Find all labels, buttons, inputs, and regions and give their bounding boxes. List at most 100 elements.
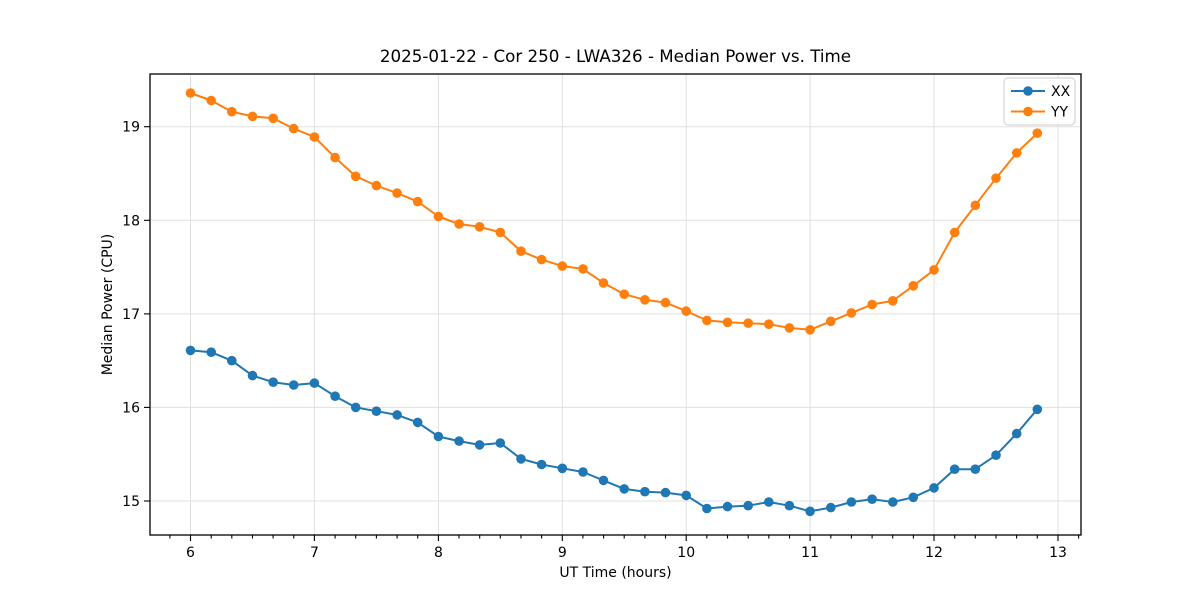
legend-sample-marker bbox=[1023, 106, 1033, 117]
series-XX-marker bbox=[454, 436, 464, 446]
series-XX-marker bbox=[826, 502, 836, 513]
y-tick-label: 17 bbox=[122, 307, 140, 323]
series-YY-marker bbox=[888, 296, 898, 306]
series-YY-marker bbox=[619, 289, 629, 300]
series-YY-marker bbox=[722, 317, 733, 328]
series-YY-marker bbox=[598, 278, 609, 288]
series-XX-marker bbox=[516, 454, 526, 464]
series-XX-marker bbox=[268, 377, 279, 388]
series-XX-marker bbox=[681, 490, 691, 501]
series-XX-marker bbox=[206, 347, 216, 358]
series-XX-marker bbox=[247, 370, 258, 381]
y-tick-label: 19 bbox=[122, 120, 140, 136]
series-YY-marker bbox=[867, 299, 877, 310]
x-tick-label: 8 bbox=[434, 545, 443, 561]
series-YY-marker bbox=[784, 323, 795, 333]
legend-label: XX bbox=[1051, 84, 1071, 100]
series-YY-marker bbox=[309, 132, 320, 142]
series-YY-marker bbox=[433, 211, 444, 222]
series-XX-marker bbox=[888, 497, 898, 507]
series-XX-marker bbox=[908, 492, 919, 503]
series-YY-marker bbox=[764, 319, 774, 330]
series-YY-marker bbox=[660, 297, 671, 308]
x-tick-label: 12 bbox=[925, 545, 943, 561]
series-XX-marker bbox=[805, 506, 815, 517]
series-XX-marker bbox=[640, 486, 650, 497]
series-XX-marker bbox=[846, 497, 857, 507]
series-XX-marker bbox=[557, 463, 568, 474]
series-YY-line bbox=[190, 92, 1038, 331]
plot-border bbox=[149, 73, 1082, 536]
legend-sample-marker bbox=[1023, 86, 1033, 96]
series-YY-marker bbox=[268, 113, 279, 124]
series-XX-marker bbox=[619, 484, 629, 494]
series-YY-marker bbox=[247, 111, 258, 122]
series-YY-marker bbox=[557, 261, 568, 271]
series-YY-marker bbox=[681, 306, 691, 316]
y-axis-label: Median Power (CPU) bbox=[100, 234, 116, 376]
legend-label: YY bbox=[1050, 105, 1069, 121]
series-YY-marker bbox=[702, 315, 712, 326]
series-YY-marker bbox=[454, 219, 464, 229]
series-XX-marker bbox=[867, 494, 877, 505]
legend-box bbox=[1003, 77, 1076, 126]
series-XX-marker bbox=[949, 464, 960, 475]
x-tick-label: 11 bbox=[801, 545, 819, 561]
series-XX-marker bbox=[660, 487, 671, 498]
series-XX-marker bbox=[536, 459, 547, 470]
series-XX-marker bbox=[392, 410, 402, 420]
series-XX-marker bbox=[227, 355, 237, 366]
x-tick-label: 9 bbox=[558, 545, 567, 561]
series-XX-marker bbox=[970, 464, 981, 475]
series-XX-marker bbox=[412, 417, 423, 428]
x-tick-label: 6 bbox=[186, 545, 195, 561]
x-tick-label: 10 bbox=[677, 545, 695, 561]
series-YY-marker bbox=[206, 95, 216, 106]
series-XX-marker bbox=[991, 450, 1001, 461]
x-axis-label: UT Time (hours) bbox=[559, 565, 671, 581]
series-XX-marker bbox=[350, 402, 361, 413]
series-XX-marker bbox=[722, 501, 733, 512]
series-XX-marker bbox=[929, 483, 939, 493]
series-XX-marker bbox=[474, 440, 485, 450]
series-XX-marker bbox=[309, 378, 320, 388]
chart-title: 2025-01-22 - Cor 250 - LWA326 - Median P… bbox=[380, 46, 851, 66]
series-YY-marker bbox=[350, 171, 361, 182]
series-YY-marker bbox=[929, 265, 939, 275]
series-YY-marker bbox=[908, 281, 919, 291]
series-YY-marker bbox=[495, 227, 506, 238]
series-YY-marker bbox=[536, 254, 547, 265]
series-YY-marker bbox=[1032, 128, 1043, 138]
series-YY-marker bbox=[578, 264, 588, 274]
series-XX bbox=[185, 345, 1043, 517]
series-YY bbox=[185, 88, 1043, 335]
series-YY-marker bbox=[846, 308, 857, 318]
series-XX-marker bbox=[1011, 428, 1022, 439]
series-XX-marker bbox=[578, 467, 588, 477]
series-XX-marker bbox=[743, 500, 753, 511]
series-YY-marker bbox=[640, 295, 650, 305]
series-YY-marker bbox=[826, 316, 836, 327]
series-YY-marker bbox=[392, 188, 402, 198]
series-XX-marker bbox=[495, 438, 506, 448]
series-YY-marker bbox=[970, 200, 981, 211]
series-YY-marker bbox=[743, 318, 753, 329]
series-YY-marker bbox=[1011, 148, 1022, 158]
y-tick-label: 18 bbox=[122, 213, 140, 229]
legend: XX YY bbox=[1003, 77, 1076, 126]
series-YY-marker bbox=[991, 173, 1001, 183]
series-XX-marker bbox=[433, 431, 444, 442]
x-tick-label: 7 bbox=[310, 545, 319, 561]
series-XX-marker bbox=[288, 380, 299, 390]
series-YY-marker bbox=[227, 106, 237, 117]
series-XX-marker bbox=[1032, 404, 1043, 415]
series-XX-marker bbox=[330, 391, 340, 402]
series-YY-marker bbox=[371, 180, 382, 191]
series-YY-marker bbox=[805, 325, 815, 335]
series-YY-marker bbox=[474, 222, 485, 232]
series-YY-marker bbox=[330, 152, 340, 163]
series-XX-marker bbox=[185, 345, 196, 356]
series-XX-marker bbox=[784, 500, 795, 511]
